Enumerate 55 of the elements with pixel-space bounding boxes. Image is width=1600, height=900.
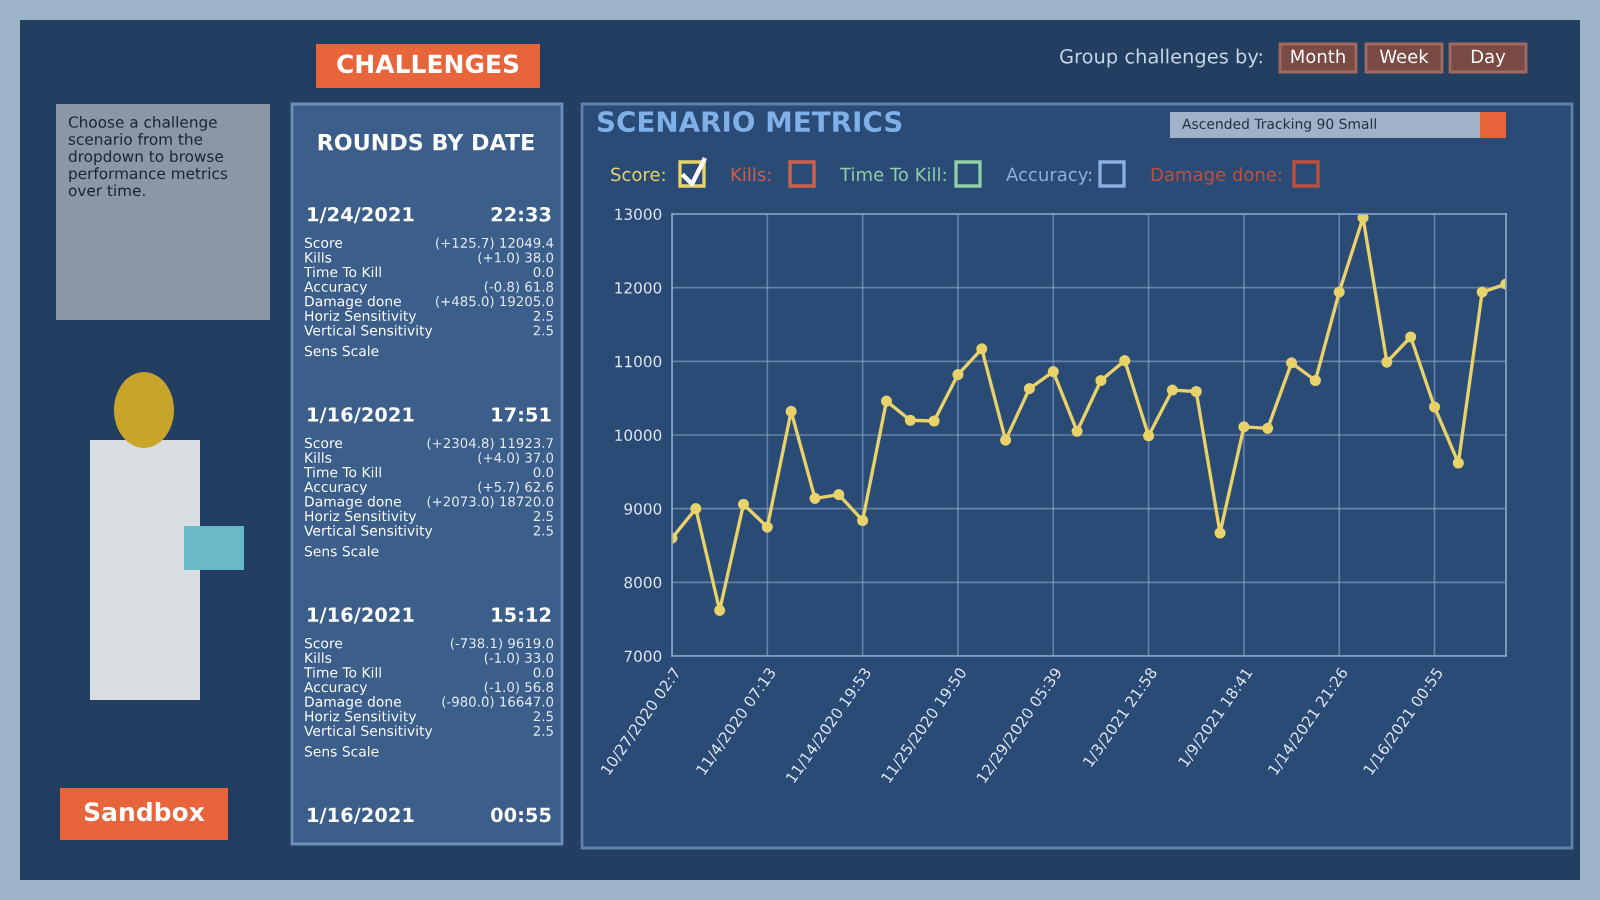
point: [1405, 331, 1417, 343]
point: [1238, 421, 1250, 433]
point: [952, 369, 964, 381]
text: Accuracy:: [1006, 167, 1092, 185]
point: [1309, 374, 1321, 387]
point: [976, 343, 988, 355]
point: [785, 405, 797, 417]
text: Damage done:: [1151, 167, 1281, 185]
chart-title: SCENARIO METRICS: [597, 111, 902, 133]
point: [1428, 401, 1441, 413]
point: [1333, 286, 1345, 298]
point: [1214, 527, 1226, 539]
point: [761, 521, 773, 533]
legend-label: Score:: [611, 167, 665, 182]
text: Month: [1291, 49, 1345, 64]
point: [809, 492, 821, 504]
point: [1452, 457, 1464, 469]
point: [1071, 425, 1083, 437]
text: 1/24/2021: [308, 206, 414, 224]
point: [714, 604, 726, 616]
text: Week: [1379, 49, 1429, 64]
point: [880, 395, 893, 407]
text: ROUNDS BY DATE: [318, 133, 534, 151]
text: Time To Kill:: [839, 167, 946, 182]
point: [1143, 430, 1155, 442]
point: [1476, 286, 1488, 298]
point: [1119, 355, 1131, 367]
point: [1023, 383, 1035, 395]
point: [1166, 384, 1178, 396]
point: [857, 514, 869, 527]
point: [1000, 434, 1012, 446]
text: Kills:: [731, 167, 771, 182]
point: [690, 503, 702, 515]
text: 17:51: [492, 407, 551, 422]
point: [1285, 357, 1298, 369]
point: [1047, 366, 1059, 378]
text: 1/16/2021: [308, 407, 414, 424]
text: Day: [1471, 49, 1506, 67]
point: [1357, 214, 1369, 224]
point: [1262, 422, 1274, 434]
point: [1190, 385, 1202, 398]
text: 00:55: [491, 807, 551, 823]
text: 15:12: [492, 607, 551, 623]
point: [1381, 356, 1393, 368]
point: [1095, 374, 1107, 387]
point: [928, 415, 940, 427]
text: Group challenges by:: [1060, 48, 1262, 68]
text: CHALLENGES: [337, 54, 519, 74]
point: [904, 414, 916, 426]
text: Sandbox: [84, 801, 205, 822]
text: 1/16/2021: [308, 607, 414, 624]
point: [737, 498, 750, 510]
point: [833, 489, 845, 501]
text: 22:33: [491, 206, 551, 222]
text: 1/16/2021: [308, 807, 414, 824]
